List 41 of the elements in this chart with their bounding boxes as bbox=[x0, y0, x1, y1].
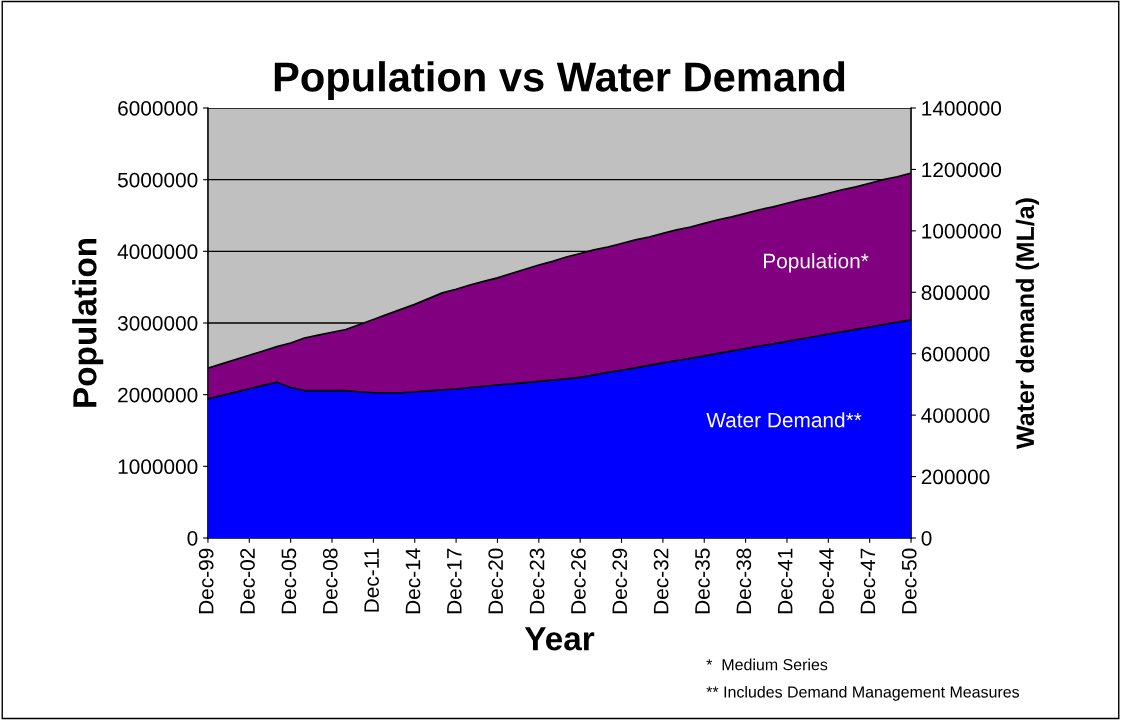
y2-axis-title: Water demand (ML/a) bbox=[1015, 198, 1040, 449]
text: * Medium Series bbox=[706, 658, 828, 671]
y2-tick-label: 600000 bbox=[921, 346, 990, 362]
y2-tick-label: 1200000 bbox=[922, 162, 1002, 178]
y2-tick-label: 800000 bbox=[921, 285, 990, 301]
y2-tick-label: 1400000 bbox=[922, 101, 1002, 116]
x-tick-label: Dec-05 bbox=[281, 548, 297, 614]
x-tick-label: Dec-11 bbox=[364, 548, 379, 612]
y2-tick-label: 1000000 bbox=[922, 223, 1002, 239]
y-tick-label: 6000000 bbox=[118, 101, 198, 116]
x-tick-label: Dec-44 bbox=[819, 548, 834, 614]
text: ** Includes Demand Management Measures bbox=[706, 685, 1020, 701]
x-tick-label: Dec-29 bbox=[612, 548, 628, 614]
x-tick-label: Dec-20 bbox=[488, 548, 504, 614]
y-tick-label: 4000000 bbox=[117, 244, 198, 260]
x-tick-label: Dec-99 bbox=[198, 548, 214, 614]
x-tick-label: Dec-50 bbox=[901, 548, 917, 614]
x-axis-title: Year bbox=[524, 627, 595, 651]
x-tick-label: Dec-02 bbox=[240, 548, 255, 614]
x-tick-label: Dec-14 bbox=[405, 548, 421, 614]
x-tick-label: Dec-41 bbox=[778, 548, 793, 614]
y2-tick-label: 0 bbox=[921, 530, 932, 546]
y-tick-label: 5000000 bbox=[117, 172, 198, 188]
x-tick-label: Dec-17 bbox=[447, 548, 462, 614]
y2-tick-label: 400000 bbox=[921, 408, 990, 423]
y-tick-label: 3000000 bbox=[117, 315, 198, 331]
x-tick-label: Dec-38 bbox=[736, 548, 752, 614]
y-tick-label: 2000000 bbox=[118, 387, 198, 403]
y-tick-label: 0 bbox=[187, 530, 198, 546]
series-label: Water Demand** bbox=[706, 412, 862, 428]
chart-title: Population vs Water Demand bbox=[274, 61, 845, 100]
x-tick-label: Dec-47 bbox=[860, 548, 876, 614]
x-tick-label: Dec-08 bbox=[322, 548, 338, 614]
x-tick-label: Dec-35 bbox=[695, 548, 710, 614]
y2-tick-label: 200000 bbox=[921, 469, 990, 485]
x-tick-label: Dec-32 bbox=[653, 548, 669, 614]
x-tick-label: Dec-23 bbox=[529, 548, 545, 614]
y-tick-label: 1000000 bbox=[118, 459, 198, 475]
y-axis-title: Population bbox=[72, 238, 104, 407]
series-label: Population* bbox=[764, 253, 869, 273]
x-tick-label: Dec-26 bbox=[571, 548, 586, 614]
